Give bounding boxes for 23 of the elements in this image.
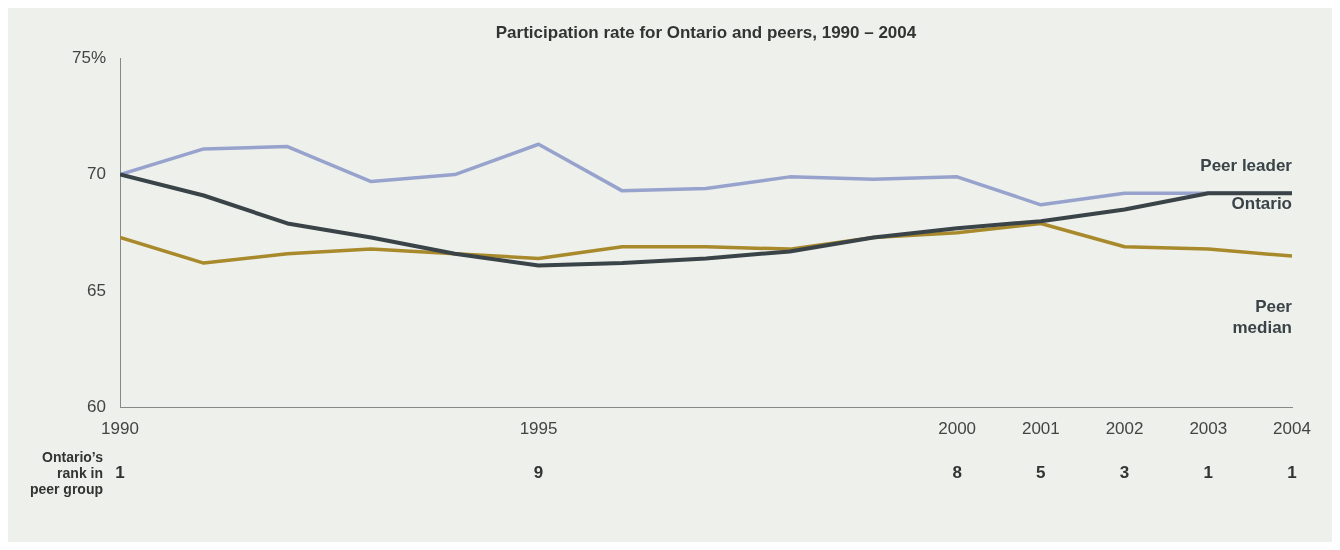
chart-title: Participation rate for Ontario and peers, 1990 – 2004 bbox=[495, 23, 917, 42]
y-tick-label: 70 bbox=[87, 164, 106, 184]
text: 1 bbox=[115, 462, 125, 482]
series-label: Peer leader bbox=[1200, 156, 1293, 176]
text: 3 bbox=[1119, 462, 1130, 482]
y-tick-label: 65 bbox=[87, 280, 106, 300]
text: 1 bbox=[1287, 462, 1297, 482]
x-tick-label: 2003 bbox=[1189, 419, 1228, 439]
series-label: Ontario bbox=[1231, 194, 1292, 214]
text: 9 bbox=[533, 462, 544, 482]
y-tick-label: 60 bbox=[87, 397, 106, 417]
text: 1 bbox=[1203, 462, 1214, 482]
x-tick-label: 2004 bbox=[1273, 419, 1311, 439]
text: 5 bbox=[1036, 462, 1046, 482]
x-tick-label: 2001 bbox=[1021, 419, 1060, 439]
y-tick-label: 75% bbox=[71, 47, 106, 67]
text: Peer median bbox=[1232, 297, 1293, 338]
x-tick-label: 1990 bbox=[101, 419, 139, 439]
text: Ontario’s rank in peer group bbox=[29, 448, 104, 497]
x-tick-label: 1995 bbox=[519, 419, 558, 439]
x-tick-label: 2002 bbox=[1105, 419, 1144, 439]
x-tick-label: 2000 bbox=[938, 419, 977, 439]
text: 8 bbox=[952, 462, 962, 482]
